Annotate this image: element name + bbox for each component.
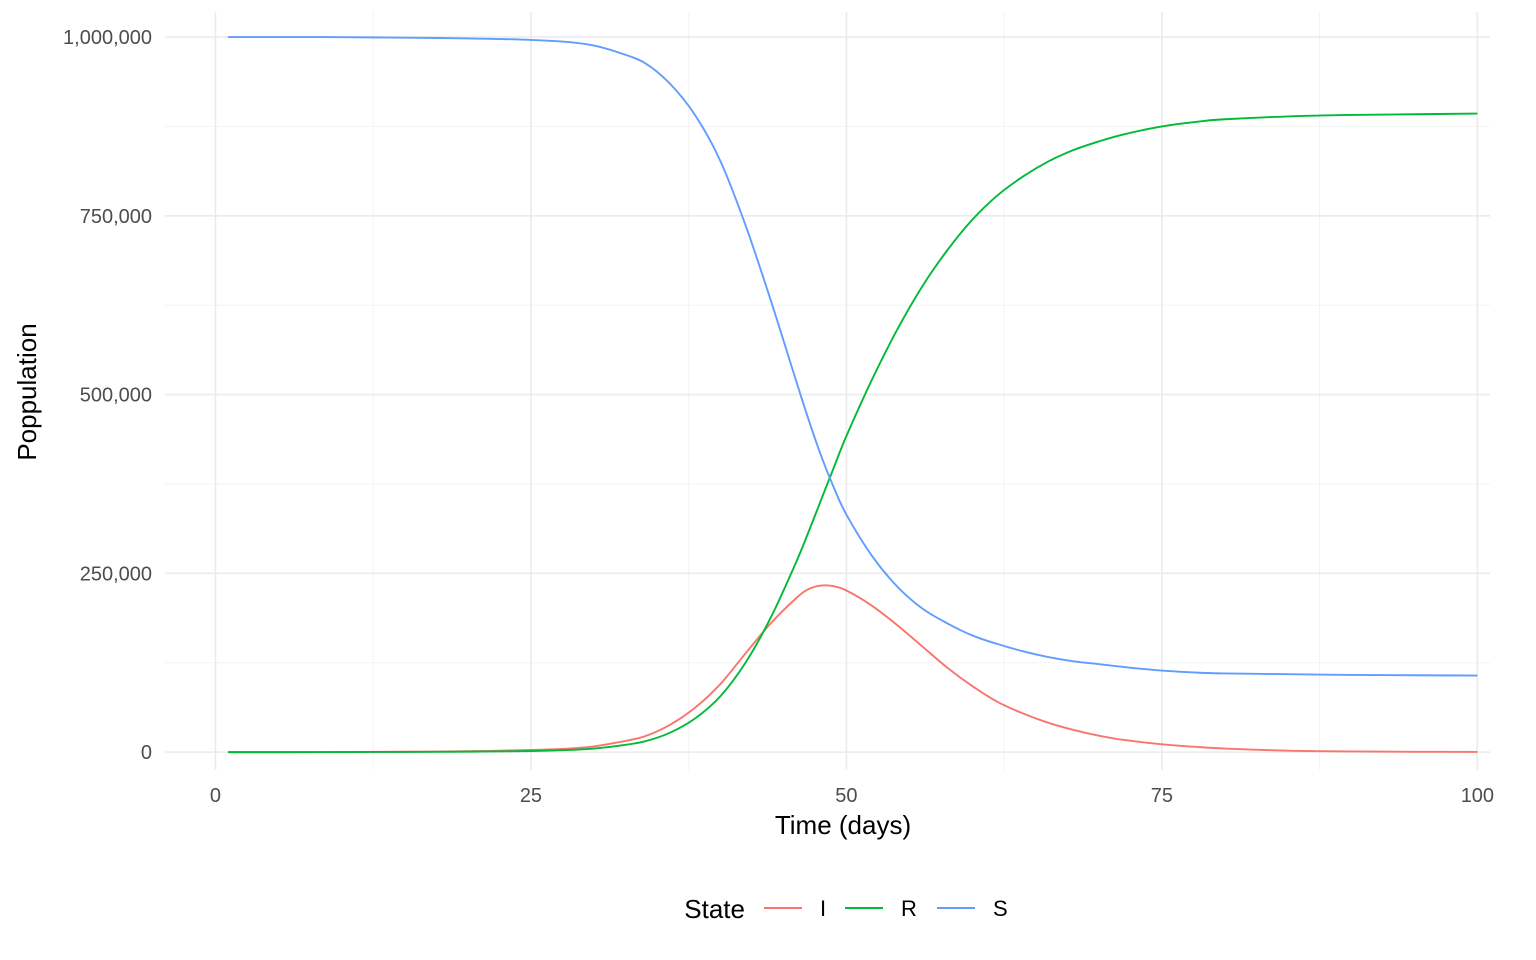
x-tick-label: 25 [520, 785, 542, 807]
series-lines [228, 36, 1478, 754]
legend-label-r: R [901, 896, 917, 921]
x-axis-title: Time (days) [775, 810, 911, 840]
y-axis-title: Poppulation [12, 323, 42, 460]
y-tick-label: 250,000 [80, 563, 152, 585]
legend-label-i: I [820, 896, 826, 921]
x-tick-label: 50 [835, 785, 857, 807]
series-line-i [228, 584, 1478, 754]
y-tick-label: 750,000 [80, 206, 152, 228]
x-tick-label: 75 [1151, 785, 1173, 807]
legend: State I R S [684, 894, 1007, 924]
x-tick-label: 0 [210, 785, 221, 807]
series-line-r [228, 112, 1478, 754]
y-tick-label: 0 [141, 742, 152, 764]
y-tick-label: 1,000,000 [63, 27, 152, 49]
x-tick-label: 100 [1461, 785, 1494, 807]
legend-title: State [684, 894, 745, 924]
y-axis-ticks: 0 250,000 500,000 750,000 1,000,000 [63, 27, 152, 764]
y-tick-label: 500,000 [80, 385, 152, 407]
legend-label-s: S [993, 896, 1008, 921]
series-line-s [228, 36, 1478, 677]
x-axis-ticks: 0 25 50 75 100 [210, 785, 1494, 807]
grid [165, 12, 1490, 770]
